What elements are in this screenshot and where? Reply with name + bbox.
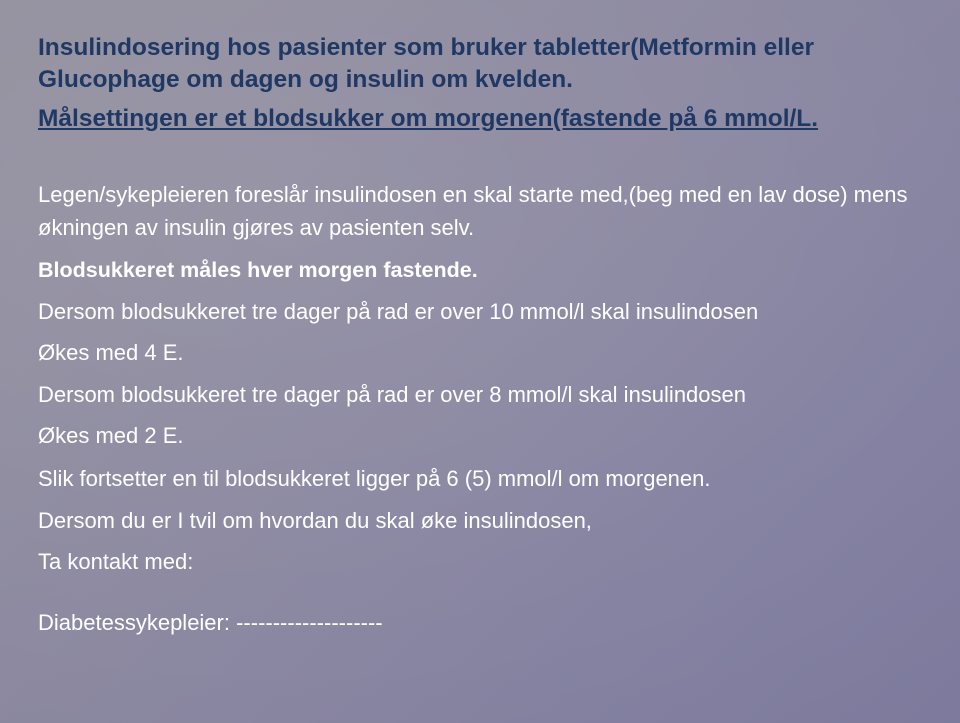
body-paragraph-1: Legen/sykepleieren foreslår insulindosen… [38,179,922,244]
body-paragraph-6b: Ta kontakt med: [38,546,922,579]
slide-title-line1: Insulindosering hos pasienter som bruker… [38,32,922,97]
footer-contact-line: Diabetessykepleier: -------------------- [38,606,922,639]
body-paragraph-4b: Økes med 2 E. [38,420,922,453]
body-paragraph-6a: Dersom du er I tvil om hvordan du skal ø… [38,505,922,538]
body-paragraph-3a: Dersom blodsukkeret tre dager på rad er … [38,296,922,329]
body-paragraph-3b: Økes med 4 E. [38,337,922,370]
body-paragraph-4a: Dersom blodsukkeret tre dager på rad er … [38,379,922,412]
body-paragraph-5: Slik fortsetter en til blodsukkeret ligg… [38,463,922,496]
slide-content: Insulindosering hos pasienter som bruker… [0,0,960,723]
body-paragraph-2-bold: Blodsukkeret måles hver morgen fastende. [38,254,922,286]
slide-title-line2: Målsettingen er et blodsukker om morgene… [38,103,922,135]
